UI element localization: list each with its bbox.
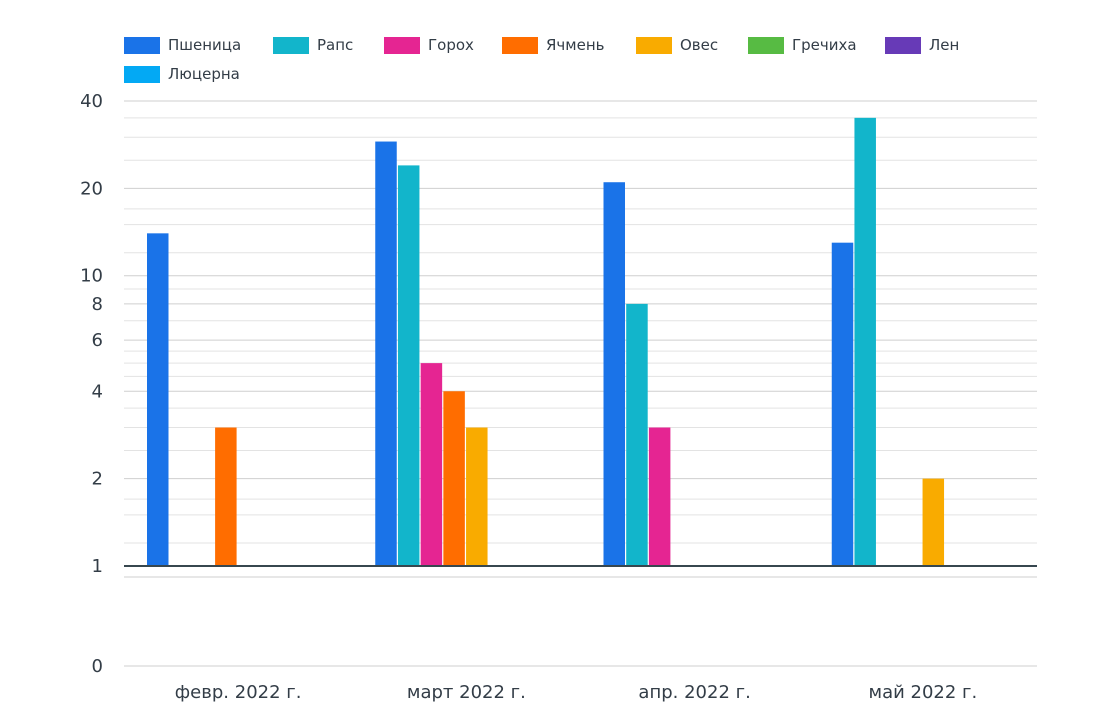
legend-swatch [124, 36, 160, 54]
bar-2-3[interactable] [420, 363, 443, 566]
legend-swatch [636, 36, 672, 54]
y-tick-label: 8 [92, 294, 103, 315]
y-tick-label: 20 [80, 178, 103, 199]
bar-2-2[interactable] [397, 165, 420, 566]
y-axis-tick-labels: 0 1 2 4 6 8 10 20 40 [80, 91, 103, 677]
bar-2-4[interactable] [443, 391, 465, 566]
y-tick-label: 10 [80, 266, 103, 287]
legend-item-4[interactable]: Ячмень [502, 35, 604, 55]
legend-item-7[interactable]: Лен [885, 35, 959, 55]
bar-2-1[interactable] [375, 141, 397, 566]
legend-label: Овес [680, 36, 719, 54]
gridlines [124, 100, 1037, 667]
bar-3-1[interactable] [603, 182, 626, 566]
legend-label: Рапс [317, 36, 354, 54]
y-tick-label: 1 [92, 556, 103, 577]
legend-item-1[interactable]: Пшеница [124, 35, 241, 55]
legend-item-8[interactable]: Люцерна [124, 64, 240, 84]
bar-4-1[interactable] [831, 242, 854, 566]
bar-4-5[interactable] [922, 478, 945, 566]
y-tick-label: 0 [92, 656, 103, 677]
y-tick-label: 4 [92, 381, 103, 402]
legend-label: Горох [428, 36, 474, 54]
bar-3-2[interactable] [626, 303, 648, 566]
bar-4-2[interactable] [854, 117, 876, 566]
bars [147, 117, 1013, 567]
legend-swatch [502, 36, 538, 54]
x-axis-category-labels: февр. 2022 г. март 2022 г. апр. 2022 г. май… [175, 682, 977, 703]
bar-1-1[interactable] [147, 233, 169, 566]
bar-2-5[interactable] [466, 427, 488, 566]
x-category-label: март 2022 г. [407, 682, 526, 703]
y-tick-label: 2 [92, 469, 103, 490]
legend-item-5[interactable]: Овес [636, 35, 718, 55]
legend-label: Люцерна [168, 65, 240, 83]
x-category-label: апр. 2022 г. [638, 682, 750, 703]
legend-swatch [384, 36, 420, 54]
x-category-label: февр. 2022 г. [175, 682, 302, 703]
legend-item-2[interactable]: Рапс [273, 35, 353, 55]
legend-label: Лен [929, 36, 960, 54]
bar-1-4[interactable] [215, 427, 237, 566]
legend-item-3[interactable]: Горох [384, 35, 474, 55]
legend-label: Гречиха [792, 36, 857, 54]
x-category-label: май 2022 г. [869, 682, 978, 703]
legend-label: Пшеница [168, 36, 242, 54]
legend-item-6[interactable]: Гречиха [748, 35, 857, 55]
y-tick-label: 40 [80, 91, 103, 112]
legend-label: Ячмень [546, 36, 605, 54]
legend-swatch [748, 36, 784, 54]
y-tick-label: 6 [92, 330, 103, 351]
bar-3-3[interactable] [648, 427, 671, 566]
legend-swatch [273, 36, 309, 54]
legend-swatch [124, 65, 160, 83]
legend-swatch [885, 36, 921, 54]
